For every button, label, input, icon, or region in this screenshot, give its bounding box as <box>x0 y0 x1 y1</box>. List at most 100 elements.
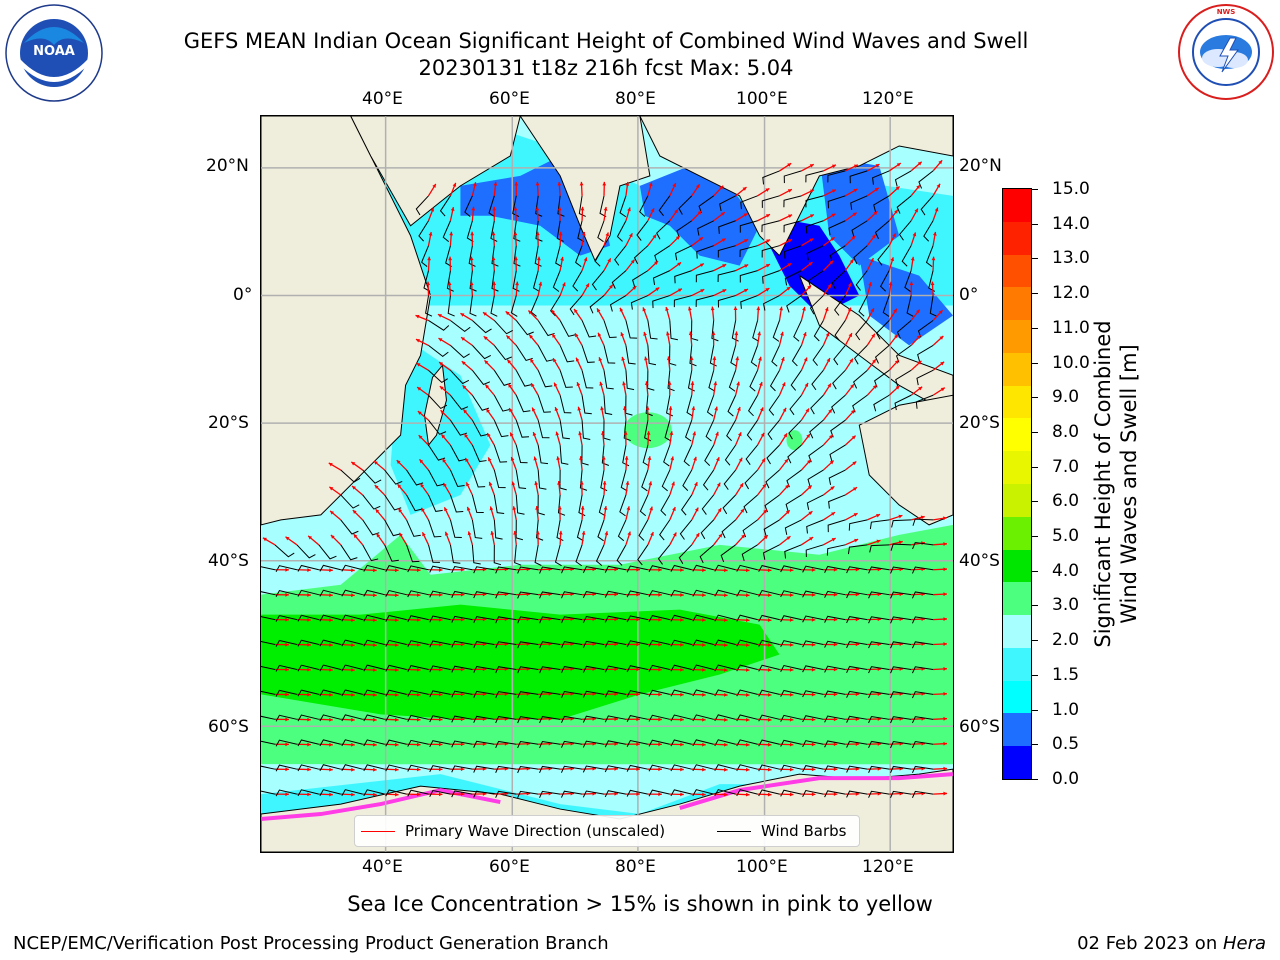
wind-barb <box>846 740 868 748</box>
wind-barb <box>920 195 934 216</box>
wave-arrow-head <box>829 434 833 439</box>
wave-arrow-head <box>743 213 748 217</box>
wind-barb <box>363 739 385 747</box>
wave-arrow-head <box>850 384 854 389</box>
wind-barb <box>625 370 635 391</box>
wave-arrow-head <box>909 281 914 286</box>
wave-arrow-head <box>787 163 792 167</box>
wave-arrow-head <box>788 214 793 218</box>
wind-barb <box>901 245 912 267</box>
wave-arrow-head <box>850 409 855 414</box>
wave-arrow-head <box>808 511 813 515</box>
wave-arrow-head <box>767 618 772 622</box>
wave-arrow-head <box>533 456 538 461</box>
wind-barb <box>846 790 868 798</box>
wave-arrow-head <box>896 163 901 167</box>
wave-arrow-head <box>702 667 706 672</box>
lon-label-top-80e: 80°E <box>615 89 656 109</box>
wave-arrow-head <box>781 382 786 387</box>
wind-barb <box>473 765 495 773</box>
wave-arrow-head <box>375 509 380 514</box>
wave-arrow-head <box>438 717 443 722</box>
wave-arrow-head <box>649 506 653 511</box>
wind-barb <box>552 270 561 292</box>
wave-arrow-head <box>811 667 816 672</box>
wave-arrow-head <box>938 160 943 165</box>
wave-arrow-head <box>710 306 715 311</box>
wind-barb <box>385 565 407 572</box>
wind-barb <box>515 444 528 464</box>
wind-barb <box>626 590 648 598</box>
wind-barb <box>341 789 363 796</box>
wave-arrow-head <box>745 767 750 772</box>
wave-arrow-head <box>461 337 466 341</box>
wave-arrow-head <box>285 717 289 722</box>
wind-barb <box>705 419 715 442</box>
wave-arrow-head <box>784 458 789 463</box>
wave-arrow-head <box>579 481 584 485</box>
wind-barb <box>714 589 736 597</box>
wave-arrow-head <box>851 435 856 440</box>
wave-arrow-head <box>894 209 898 214</box>
wind-barb <box>537 395 551 413</box>
wind-barb <box>603 345 616 364</box>
lat-label-right-60s: 60°S <box>959 717 1000 737</box>
wave-arrow-head <box>831 538 836 542</box>
wave-arrow-head <box>552 333 556 338</box>
wind-barb <box>451 640 473 648</box>
wave-arrow-head <box>745 668 750 672</box>
wave-arrow-head <box>680 792 684 797</box>
wind-barb <box>582 715 605 723</box>
wave-arrow-head <box>804 382 809 387</box>
wave-arrow-head <box>395 742 399 747</box>
wind-barb <box>648 764 670 772</box>
wind-barb <box>802 715 824 723</box>
colorbar-tick-label: 1.5 <box>1052 664 1080 685</box>
wave-arrow-head <box>466 482 470 487</box>
wave-arrow-head <box>690 381 695 385</box>
wave-arrow-head <box>561 282 566 287</box>
wave-arrow-head <box>658 667 662 672</box>
wind-barb <box>714 614 736 622</box>
wind-barb <box>428 419 447 435</box>
colorbar-tick-label: 13.0 <box>1052 248 1090 269</box>
wave-arrow-head <box>811 767 816 772</box>
wind-barb <box>539 691 561 699</box>
wave-arrow-head <box>558 231 563 236</box>
wave-arrow-head <box>876 513 881 518</box>
wave-arrow-head <box>483 312 487 316</box>
wind-barb <box>319 664 341 672</box>
wave-arrow-head <box>853 164 858 169</box>
wave-arrow-head <box>735 356 740 361</box>
wave-arrow-head <box>680 593 684 597</box>
wind-barb <box>341 589 363 597</box>
wave-arrow-head <box>811 592 816 597</box>
wind-barb <box>692 564 714 572</box>
wave-arrow-head <box>658 767 662 772</box>
wind-barb <box>890 765 912 774</box>
wind-barb <box>385 789 407 797</box>
wind-barb <box>495 616 517 624</box>
wind-barb <box>752 320 760 342</box>
wind-barb <box>827 195 846 209</box>
wind-barb <box>275 739 298 747</box>
wave-arrow-head <box>741 534 745 539</box>
wind-barb <box>890 566 912 574</box>
wave-arrow-head <box>734 331 739 336</box>
wind-barb <box>749 370 759 392</box>
wave-arrow-head <box>745 717 750 722</box>
wind-barb <box>537 470 547 490</box>
wind-barb <box>363 639 385 647</box>
colorbar-tick-mark <box>1032 397 1038 399</box>
wind-barb <box>739 245 758 258</box>
wave-arrow-head <box>789 767 794 772</box>
wind-barb <box>700 519 715 540</box>
wind-barb <box>495 591 517 599</box>
wind-barb <box>736 789 758 797</box>
wind-barb <box>576 519 584 542</box>
wind-barb <box>806 519 824 534</box>
wind-barb <box>473 566 495 574</box>
wind-barb <box>827 170 846 183</box>
wind-barb <box>261 765 276 770</box>
wave-arrow-head <box>939 335 944 340</box>
